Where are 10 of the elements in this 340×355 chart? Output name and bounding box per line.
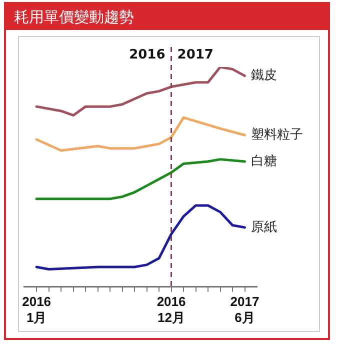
ref-line-label: 2016 [129,47,166,62]
chart-title: 耗用單價變動趨勢 [6,4,328,30]
x-tick-label: 2016 1月 [22,294,52,325]
series-label: 塑料粒子 [250,126,303,143]
x-tick-label: 2017 6月 [230,294,260,325]
x-tick-label: 2016 12月 [156,294,186,325]
series-label: 原紙 [250,220,277,235]
text: 2017 [177,47,214,62]
series-label: 鐵皮 [250,68,277,84]
series-label: 白糖 [250,154,277,169]
